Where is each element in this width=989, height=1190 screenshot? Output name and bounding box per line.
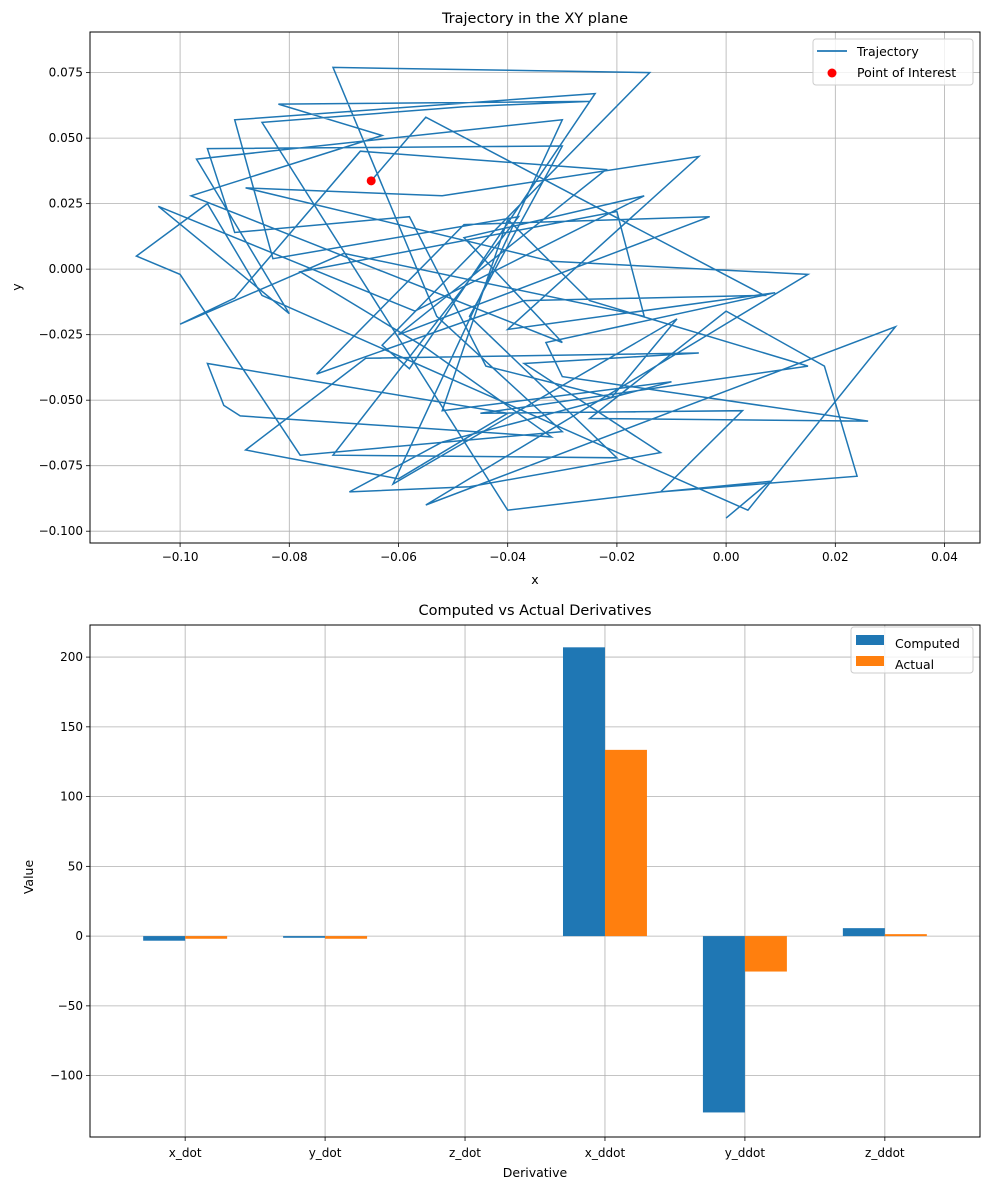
bar-computed-y_ddot <box>702 936 745 1113</box>
bar-actual-x_dot <box>185 936 228 939</box>
legend-computed-label: Computed <box>895 636 960 651</box>
chart-title: Computed vs Actual Derivatives <box>418 603 651 619</box>
y-axis-ticks: −0.100 −0.075 −0.050 −0.025 0.000 0.025 0.050 0… <box>39 66 90 538</box>
y-tick-label: −0.100 <box>39 524 83 538</box>
legend-poi-swatch <box>827 68 837 78</box>
x-tick-label: x_dot <box>169 1146 202 1160</box>
bar-computed-z_ddot <box>842 928 885 937</box>
grid-lines <box>90 625 980 1137</box>
legend-poi-label: Point of Interest <box>857 65 956 80</box>
x-axis-label: Derivative <box>503 1165 568 1180</box>
x-tick-label: −0.10 <box>162 550 199 564</box>
y-axis-label: y <box>9 283 24 291</box>
x-tick-label: 0.00 <box>713 550 740 564</box>
x-tick-label: −0.02 <box>599 550 636 564</box>
legend-actual-swatch <box>856 656 884 666</box>
legend: Trajectory Point of Interest <box>812 38 974 86</box>
bar-computed-x_ddot <box>562 647 605 937</box>
y-tick-label: 100 <box>60 790 83 804</box>
y-tick-label: 0.000 <box>49 262 83 276</box>
plot-area <box>134 66 898 519</box>
legend-box <box>812 38 974 86</box>
x-axis-ticks: −0.10 −0.08 −0.06 −0.04 −0.02 0.00 0.02 0.04 <box>162 543 958 564</box>
y-axis-ticks: −100 −50 0 50 100 150 200 <box>50 650 90 1083</box>
y-tick-label: −0.025 <box>39 328 83 342</box>
x-axis-label: x <box>531 572 538 587</box>
y-tick-label: 0 <box>75 929 83 943</box>
x-tick-label: −0.08 <box>271 550 308 564</box>
derivatives-bar-chart: x_dot y_dot z_dot x_ddot y_ddot z_ddot −100 −5… <box>21 603 981 1180</box>
y-tick-label: 50 <box>68 859 83 873</box>
axes-frame <box>89 624 981 1138</box>
x-tick-label: −0.06 <box>380 550 417 564</box>
x-tick-label: y_dot <box>309 1146 342 1160</box>
axes-frame <box>89 31 981 544</box>
bars <box>143 647 927 1113</box>
bar-actual-x_ddot <box>604 749 647 937</box>
grid-lines <box>90 32 980 543</box>
bar-actual-y_dot <box>325 936 368 939</box>
legend-computed-swatch <box>856 635 884 645</box>
y-tick-label: 200 <box>60 650 83 664</box>
x-tick-label: 0.04 <box>931 550 958 564</box>
x-tick-label: −0.04 <box>489 550 526 564</box>
y-axis-label: Value <box>21 860 36 895</box>
y-tick-label: 0.025 <box>49 197 83 211</box>
bar-computed-y_dot <box>283 936 326 938</box>
bar-actual-z_ddot <box>884 934 927 937</box>
bar-computed-x_dot <box>143 936 186 941</box>
x-tick-label: 0.02 <box>822 550 849 564</box>
x-tick-label: y_ddot <box>725 1146 766 1160</box>
x-tick-label: x_ddot <box>585 1146 626 1160</box>
y-tick-label: −50 <box>58 999 83 1013</box>
y-tick-label: 0.075 <box>49 66 83 80</box>
trajectory-line <box>134 66 898 519</box>
point-of-interest-marker <box>366 176 376 186</box>
y-tick-label: −0.050 <box>39 393 83 407</box>
y-tick-label: −100 <box>50 1069 83 1083</box>
y-tick-label: 0.050 <box>49 131 83 145</box>
y-tick-label: −0.075 <box>39 459 83 473</box>
x-axis-ticks: x_dot y_dot z_dot x_ddot y_ddot z_ddot <box>169 1137 905 1160</box>
x-tick-label: z_dot <box>449 1146 481 1160</box>
legend-trajectory-label: Trajectory <box>856 44 919 59</box>
x-tick-label: z_ddot <box>865 1146 905 1160</box>
legend-actual-label: Actual <box>895 657 934 672</box>
chart-title: Trajectory in the XY plane <box>441 11 628 27</box>
bar-actual-y_ddot <box>744 936 787 972</box>
y-tick-label: 150 <box>60 720 83 734</box>
legend: Computed Actual <box>850 626 974 674</box>
trajectory-chart: −0.10 −0.08 −0.06 −0.04 −0.02 0.00 0.02 0.04 −0… <box>9 11 981 587</box>
